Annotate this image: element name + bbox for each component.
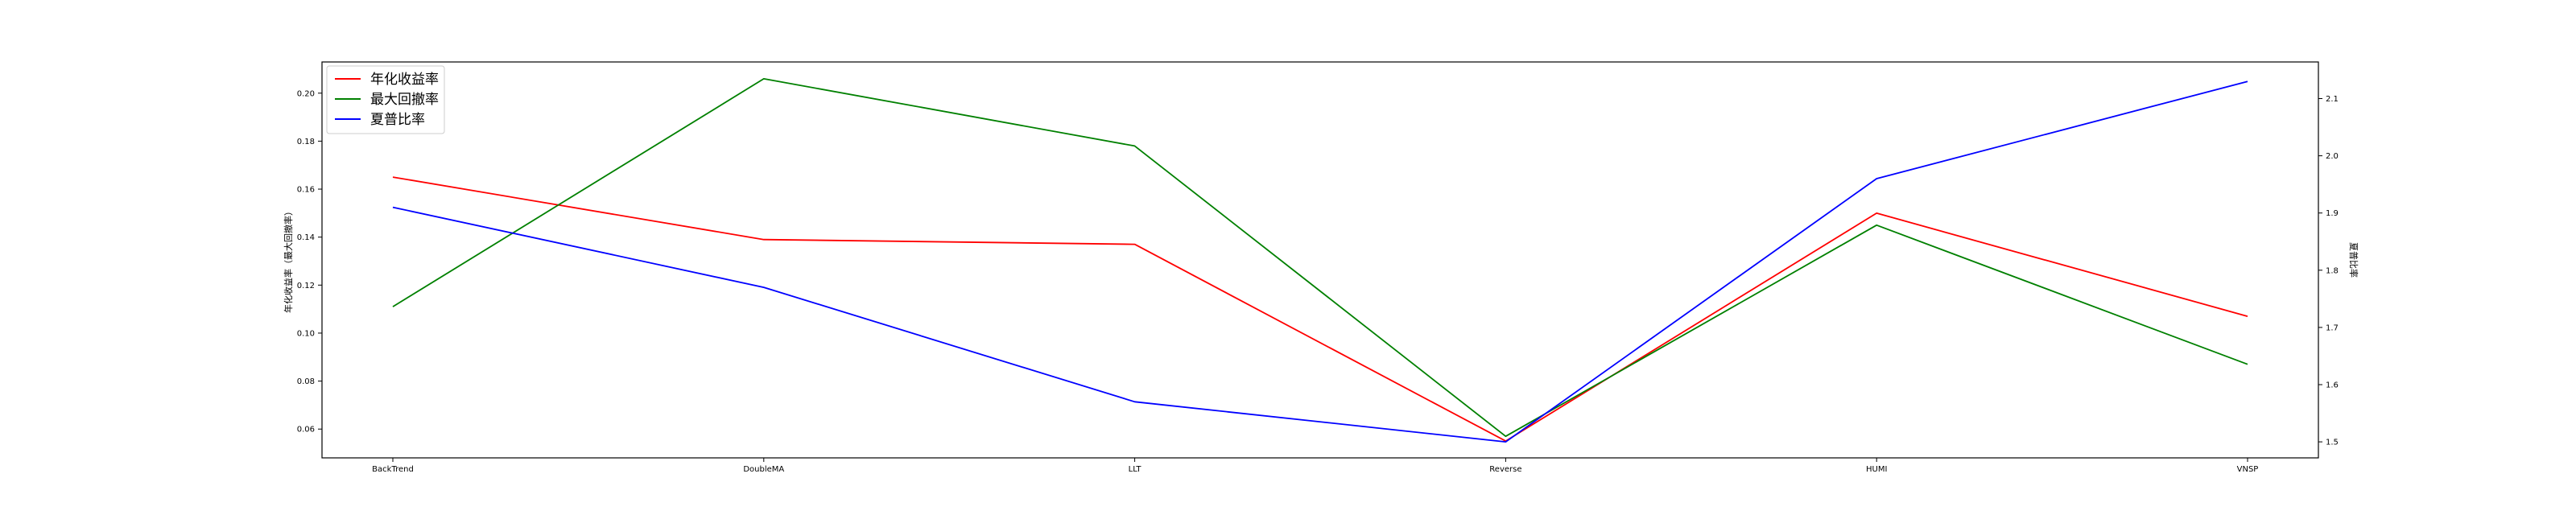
series-line-最大回撤率: [392, 78, 2248, 438]
right-y-tick-label: 1.5: [2326, 439, 2339, 447]
left-y-tick-label: 0.16: [297, 186, 315, 195]
right-y-tick-label: 2.0: [2326, 152, 2339, 161]
x-tick-label: BackTrend: [372, 465, 414, 474]
x-ticks: BackTrend DoubleMA LLT Reverse HUMI VNSP: [372, 458, 2258, 474]
right-y-ticks: 1.5 1.6 1.7 1.8 1.9 2.0 2.1: [2318, 95, 2339, 447]
right-y-tick-label: 1.6: [2326, 381, 2339, 389]
series-layer: [392, 78, 2248, 443]
x-tick-label: HUMI: [1866, 465, 1887, 474]
legend-box: [326, 65, 445, 134]
x-tick-label: DoubleMA: [743, 465, 784, 474]
legend-label: 最大回撤率: [370, 92, 439, 108]
plot-area: [321, 61, 2319, 459]
x-tick-label: VNSP: [2237, 465, 2259, 474]
right-y-tick-label: 2.1: [2326, 95, 2339, 104]
left-y-tick-label: 0.10: [297, 329, 315, 338]
left-y-tick-label: 0.08: [297, 377, 315, 386]
x-tick-label: LLT: [1129, 465, 1142, 474]
left-y-tick-label: 0.20: [297, 89, 315, 98]
right-y-tick-label: 1.9: [2326, 209, 2339, 218]
left-y-tick-label: 0.18: [297, 138, 315, 146]
series-line-年化收益率: [392, 176, 2248, 442]
right-y-tick-label: 1.7: [2326, 323, 2339, 332]
left-y-tick-label: 0.12: [297, 282, 315, 290]
left-y-tick-label: 0.14: [297, 233, 315, 242]
series-line-夏普比率: [392, 80, 2248, 443]
right-y-tick-label: 1.8: [2326, 266, 2339, 275]
left-y-ticks: 0.06 0.08 0.10 0.12 0.14 0.16 0.18 0.20: [297, 89, 322, 435]
left-axis-label: 年化收益率（最大回撤率）: [283, 207, 294, 313]
x-tick-label: Reverse: [1489, 465, 1521, 474]
left-y-tick-label: 0.06: [297, 426, 315, 435]
legend-label: 夏普比率: [370, 112, 425, 128]
right-axis-label: 夏普比率: [2348, 242, 2359, 278]
legend-label: 年化收益率: [370, 72, 439, 88]
